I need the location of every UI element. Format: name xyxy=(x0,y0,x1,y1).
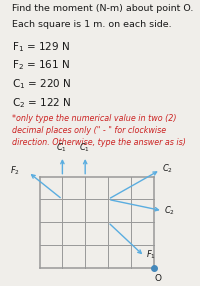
Text: F$_2$ = 161 N: F$_2$ = 161 N xyxy=(12,59,70,72)
Text: $C_1$: $C_1$ xyxy=(56,142,67,154)
Text: C$_1$ = 220 N: C$_1$ = 220 N xyxy=(12,77,71,91)
Text: O: O xyxy=(155,274,162,283)
Text: *only type the numerical value in two (2)
decimal places only (" - " for clockwi: *only type the numerical value in two (2… xyxy=(12,114,186,147)
Text: $F_2$: $F_2$ xyxy=(10,165,20,177)
Text: Each square is 1 m. on each side.: Each square is 1 m. on each side. xyxy=(12,20,172,29)
Text: F$_1$ = 129 N: F$_1$ = 129 N xyxy=(12,40,70,54)
Text: Find the moment (N-m) about point O.: Find the moment (N-m) about point O. xyxy=(12,4,193,13)
Text: $C_2$: $C_2$ xyxy=(164,204,176,217)
Text: $C_2$: $C_2$ xyxy=(162,162,173,175)
Text: C$_2$ = 122 N: C$_2$ = 122 N xyxy=(12,96,71,110)
Text: $C_1$: $C_1$ xyxy=(79,142,90,154)
Text: $F_1$: $F_1$ xyxy=(146,249,156,261)
